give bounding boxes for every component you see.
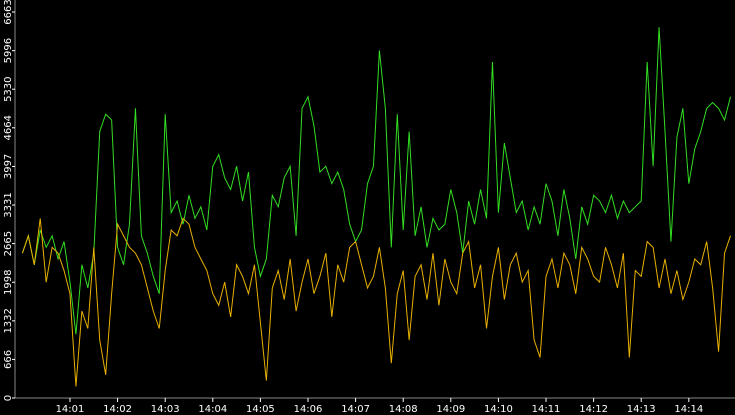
x-tick-label: 14:11 <box>532 404 561 415</box>
x-tick-label: 14:07 <box>341 404 370 415</box>
x-tick-label: 14:01 <box>56 404 85 415</box>
line-series <box>21 27 731 335</box>
y-tick-label: 666 <box>3 350 14 369</box>
y-tick-label: 6663 <box>3 0 14 25</box>
x-tick-label: 14:12 <box>579 404 608 415</box>
y-tick-label: 3997 <box>3 154 14 179</box>
x-tick-label: 14:02 <box>103 404 132 415</box>
x-tick-label: 14:13 <box>627 404 656 415</box>
x-tick-label: 14:06 <box>294 404 323 415</box>
x-tick-label: 14:10 <box>484 404 513 415</box>
y-tick-label: 5996 <box>3 38 14 63</box>
y-tick-label: 1998 <box>3 270 14 295</box>
y-tick-label: 4664 <box>3 115 14 140</box>
x-tick-label: 14:03 <box>151 404 180 415</box>
x-tick-label: 14:08 <box>389 404 418 415</box>
y-tick-label: 5330 <box>3 76 14 101</box>
x-tick-label: 14:05 <box>246 404 275 415</box>
y-tick-label: 3331 <box>3 192 14 217</box>
x-tick-label: 14:04 <box>198 404 227 415</box>
y-tick-label: 0 <box>3 395 14 401</box>
y-tick-label: 1332 <box>3 308 14 333</box>
line-series <box>21 217 731 387</box>
x-tick-label: 14:09 <box>436 404 465 415</box>
y-tick-label: 2665 <box>3 231 14 256</box>
x-tick-label: 14:14 <box>674 404 703 415</box>
